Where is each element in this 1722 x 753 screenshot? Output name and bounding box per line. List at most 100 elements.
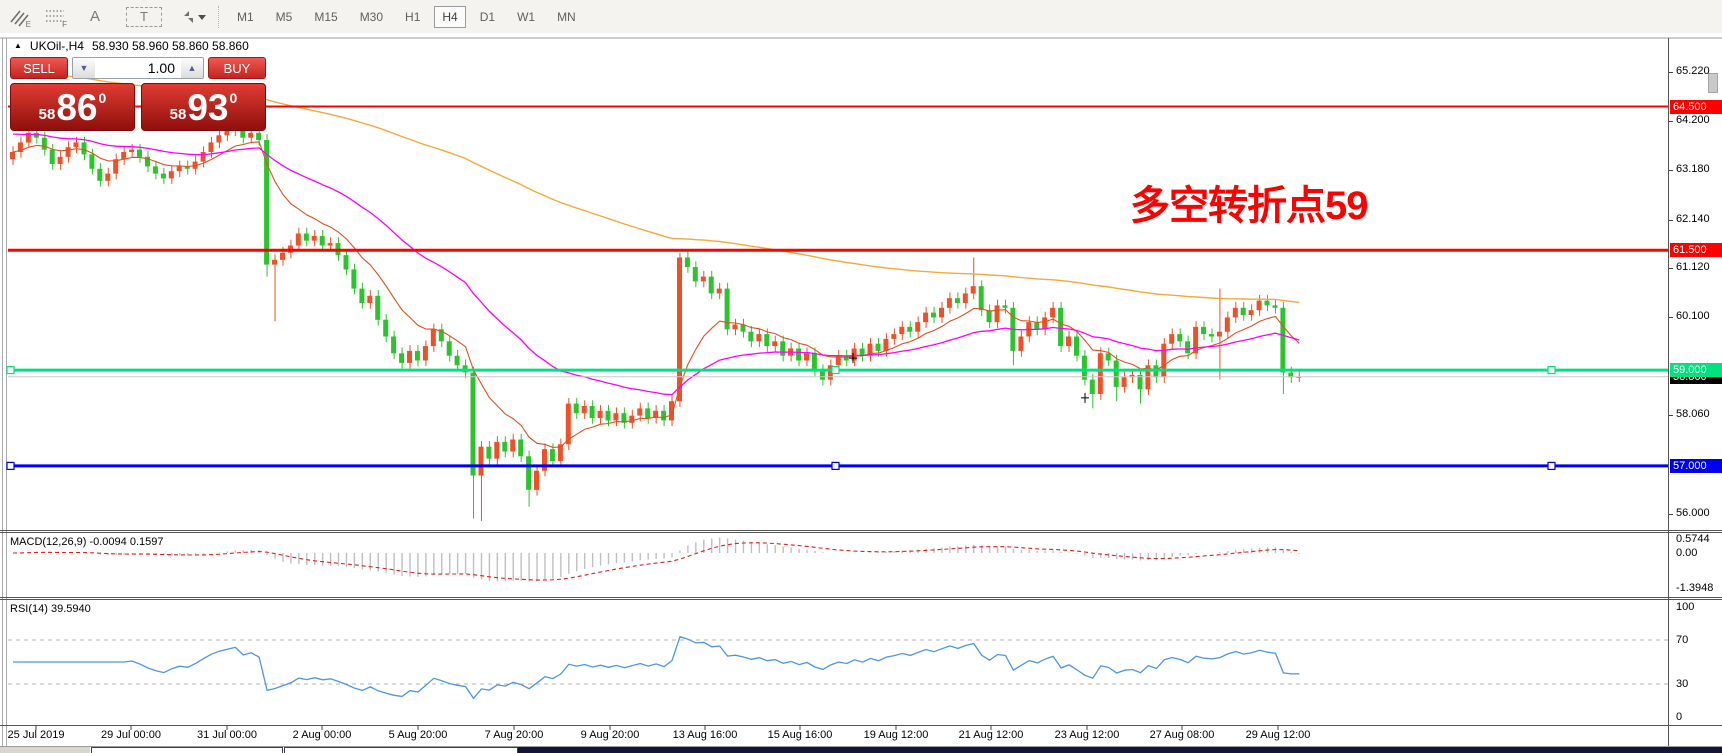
buy-price-display[interactable]: 58 93 0	[141, 83, 266, 131]
price-tick-label[interactable]: 62.140	[1676, 212, 1710, 225]
arrows-icon	[184, 10, 206, 23]
sell-price-big: 86	[56, 86, 98, 128]
rsi-scale-label: 100	[1676, 601, 1695, 613]
tf-button-d1[interactable]: D1	[479, 9, 496, 24]
macd-histogram	[20, 537, 1300, 582]
level-price-scale-label: 57.000	[1670, 458, 1722, 473]
text-tool-button[interactable]: T	[126, 6, 162, 27]
one-click-trading-panel: SELL ▼ ▲ BUY 58 86 0 58 93 0	[10, 57, 266, 131]
date-tick-label[interactable]: 31 Jul 00:00	[197, 729, 257, 741]
price-tick-label[interactable]: 64.200	[1676, 113, 1710, 126]
rsi-indicator-header: RSI(14) 39.5940	[10, 603, 91, 615]
draw-lines-tool-button[interactable]: E	[6, 4, 32, 30]
date-tick-label[interactable]: 29 Aug 12:00	[1245, 729, 1311, 741]
level-price-scale-label: 64.500	[1670, 99, 1722, 114]
level-price-scale-label: 61.500	[1670, 243, 1722, 258]
rsi-scale-label: 30	[1676, 678, 1689, 690]
chart-text-annotation[interactable]: 多空转折点59	[1130, 184, 1368, 228]
sell-price-sup: 0	[98, 90, 107, 106]
rsi-scale-label: 70	[1676, 634, 1689, 646]
date-tick-label[interactable]: 2 Aug 00:00	[292, 729, 352, 741]
price-tick-mark	[1669, 317, 1673, 319]
date-tick-label[interactable]: 23 Aug 12:00	[1054, 729, 1120, 741]
chart-window: ▲ UKOil-,H4 58.930 58.960 58.860 58.860 …	[0, 33, 1722, 753]
buy-button[interactable]: BUY	[208, 57, 266, 79]
symbol-label: UKOil-,H4	[29, 39, 84, 53]
date-tick-label[interactable]: 15 Aug 16:00	[767, 729, 833, 741]
bottom-bar-segment	[284, 747, 518, 753]
price-tick-label[interactable]: 65.220	[1676, 65, 1710, 77]
macd-signal-line	[12, 542, 1300, 581]
bottom-bar-segment	[0, 747, 90, 753]
price-tick-mark	[1669, 268, 1673, 270]
price-tick-label[interactable]: 63.180	[1676, 162, 1710, 175]
price-tick-mark	[1669, 415, 1673, 417]
sell-button[interactable]: SELL	[10, 57, 68, 79]
tf-button-mn[interactable]: MN	[557, 9, 576, 24]
x-axis-ticks	[35, 725, 1279, 730]
level-line-handle	[6, 365, 15, 375]
sell-price-prefix: 58	[38, 106, 56, 123]
chart-scrollbar-thumb[interactable]	[1708, 73, 1718, 93]
level-line-handle	[1547, 461, 1556, 471]
date-tick-label[interactable]: 25 Jul 2019	[7, 729, 65, 741]
draw-lines-icon	[10, 9, 29, 27]
volume-input[interactable]	[95, 58, 181, 78]
date-tick-label[interactable]: 27 Aug 08:00	[1149, 729, 1215, 741]
buy-price-big: 93	[187, 86, 229, 128]
candles	[10, 108, 1302, 521]
level-price-scale-label: 59.000	[1670, 363, 1722, 378]
fibonacci-icon	[46, 9, 64, 22]
chart-title: ▲ UKOil-,H4 58.930 58.960 58.860 58.860	[14, 39, 249, 53]
volume-stepper: ▼ ▲	[72, 57, 204, 79]
tf-button-m15[interactable]: M15	[314, 9, 338, 24]
horizontal-level-lines[interactable]	[6, 105, 1668, 471]
price-tick-label[interactable]: 58.060	[1676, 408, 1710, 421]
volume-increase-button[interactable]: ▲	[181, 58, 203, 78]
level-line-handle	[831, 461, 840, 471]
macd-indicator-header: MACD(12,26,9) -0.0094 0.1597	[10, 536, 164, 548]
toolbar: E F A T M1 M5 M15 M30 H1 H4 D1 W1 MN	[0, 0, 1722, 34]
date-tick-label[interactable]: 13 Aug 16:00	[672, 729, 738, 741]
buy-price-prefix: 58	[169, 106, 187, 123]
macd-scale-label: 0.5744	[1676, 532, 1710, 545]
mid-ma-line	[12, 133, 1300, 396]
tf-button-m30[interactable]: M30	[359, 9, 384, 24]
level-line-handle	[831, 365, 840, 375]
price-tick-label[interactable]: 60.100	[1676, 310, 1710, 323]
date-tick-label[interactable]: 5 Aug 20:00	[388, 729, 448, 741]
macd-scale-label: 0.00	[1676, 547, 1698, 559]
chart-canvas[interactable]	[0, 33, 1722, 753]
panel-borders	[0, 37, 1722, 747]
rsi-line	[13, 635, 1300, 700]
date-tick-label[interactable]: 7 Aug 20:00	[484, 729, 544, 741]
arrows-tool-button[interactable]	[180, 4, 206, 30]
tf-button-m1[interactable]: M1	[237, 9, 254, 24]
level-line-handle	[6, 461, 15, 471]
label-tool-button[interactable]: A	[89, 8, 100, 25]
date-tick-label[interactable]: 9 Aug 20:00	[580, 729, 640, 741]
price-tick-label[interactable]: 56.000	[1676, 506, 1710, 519]
price-tick-mark	[1669, 169, 1673, 171]
date-tick-label[interactable]: 19 Aug 12:00	[863, 729, 929, 741]
tf-button-m5[interactable]: M5	[275, 9, 293, 24]
quote-values: 58.930 58.960 58.860 58.860	[91, 39, 249, 53]
tf-button-w1[interactable]: W1	[517, 9, 536, 24]
tool-sub-label: F	[62, 19, 67, 29]
date-tick-label[interactable]: 21 Aug 12:00	[958, 729, 1024, 741]
volume-decrease-button[interactable]: ▼	[73, 58, 95, 78]
price-tick-mark	[1669, 513, 1673, 515]
sell-price-display[interactable]: 58 86 0	[10, 83, 135, 131]
window-border-left-inner	[6, 38, 7, 747]
fibonacci-tool-button[interactable]: F	[42, 4, 68, 30]
date-tick-label[interactable]: 29 Jul 00:00	[101, 729, 161, 741]
rsi-scale-label: 0	[1676, 711, 1683, 723]
price-tick-mark	[1669, 120, 1673, 122]
window-border-left-outer	[2, 38, 3, 747]
collapse-panel-icon[interactable]: ▲	[14, 40, 22, 50]
tf-button-h1[interactable]: H1	[405, 9, 421, 24]
macd-scale-label: -1.3948	[1676, 581, 1714, 594]
tf-button-h4[interactable]: H4	[434, 5, 466, 28]
price-tick-label[interactable]: 61.120	[1676, 261, 1710, 274]
